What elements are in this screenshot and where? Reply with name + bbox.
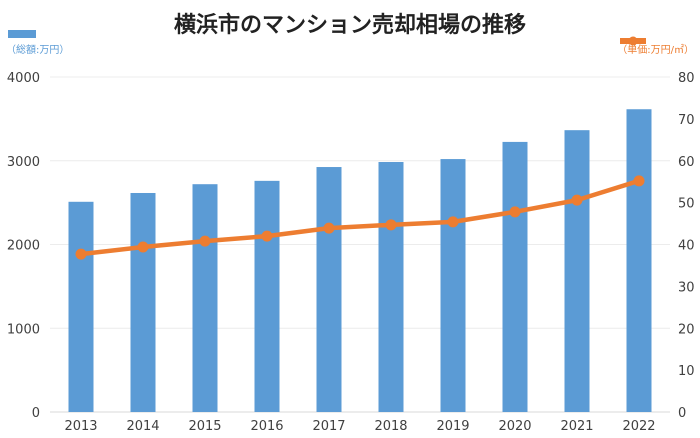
x-tick-label: 2017 bbox=[312, 419, 345, 434]
x-tick-label: 2016 bbox=[250, 419, 283, 434]
bar bbox=[502, 141, 528, 412]
line-series bbox=[80, 178, 640, 257]
y-right-tick-label: 80 bbox=[678, 71, 695, 86]
y-left-tick-label: 1000 bbox=[7, 322, 40, 337]
x-tick-label: 2019 bbox=[436, 419, 469, 434]
bar bbox=[68, 201, 94, 412]
y-right-tick-label: 70 bbox=[678, 113, 695, 128]
y-right-tick-label: 20 bbox=[678, 322, 695, 337]
x-tick-label: 2018 bbox=[374, 419, 407, 434]
y-left-tick-label: 2000 bbox=[7, 239, 40, 254]
x-tick-label: 2014 bbox=[126, 419, 159, 434]
x-tick-label: 2020 bbox=[498, 419, 531, 434]
line-point bbox=[385, 219, 397, 231]
y-left-tick-label: 0 bbox=[32, 406, 40, 421]
legend-bar-swatch bbox=[8, 30, 36, 38]
line-point bbox=[75, 248, 87, 260]
bar bbox=[440, 159, 466, 412]
legend-line-swatch bbox=[620, 36, 646, 46]
x-tick-label: 2013 bbox=[64, 419, 97, 434]
bar bbox=[130, 192, 156, 412]
line-point bbox=[509, 206, 521, 218]
line-point bbox=[571, 194, 583, 206]
bar bbox=[564, 130, 590, 412]
y-left-tick-label: 3000 bbox=[7, 155, 40, 170]
y-right-tick-label: 10 bbox=[678, 364, 695, 379]
chart-title: 横浜市のマンション売却相場の推移 bbox=[174, 12, 526, 38]
line-point bbox=[261, 230, 273, 242]
y-right-tick-label: 0 bbox=[678, 406, 686, 421]
bar bbox=[378, 162, 404, 412]
legend-bar-label: （総額:万円） bbox=[6, 43, 69, 56]
line-point bbox=[137, 241, 149, 253]
y-left-tick-label: 4000 bbox=[7, 71, 40, 86]
legend-line-label: （単価:万円/㎡） bbox=[617, 43, 694, 56]
x-tick-label: 2015 bbox=[188, 419, 221, 434]
y-right-tick-label: 40 bbox=[678, 239, 695, 254]
x-tick-label: 2022 bbox=[622, 419, 655, 434]
x-tick-label: 2021 bbox=[560, 419, 593, 434]
bar bbox=[192, 184, 218, 412]
y-right-tick-label: 30 bbox=[678, 280, 695, 295]
line-point bbox=[447, 216, 459, 228]
bar bbox=[626, 109, 652, 413]
y-right-tick-label: 60 bbox=[678, 155, 695, 170]
bar bbox=[254, 180, 280, 412]
bar bbox=[316, 167, 342, 412]
line-point bbox=[633, 175, 645, 187]
line-point bbox=[199, 235, 211, 247]
line-point bbox=[323, 222, 335, 234]
y-right-tick-label: 50 bbox=[678, 197, 695, 212]
